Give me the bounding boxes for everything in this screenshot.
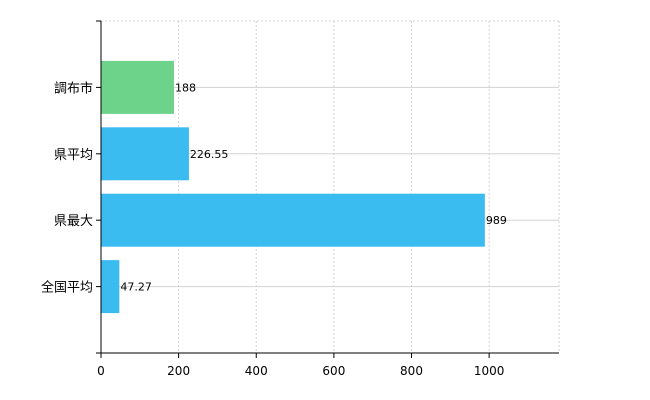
x-tick-label: 1000 (474, 364, 505, 378)
bar[interactable] (101, 127, 189, 181)
bar[interactable] (101, 193, 485, 247)
category-label: 県平均 (54, 148, 93, 163)
bar[interactable] (101, 260, 120, 314)
bar-value-label: 226.55 (190, 148, 229, 161)
x-tick-label: 200 (167, 364, 190, 378)
x-tick-label: 800 (400, 364, 423, 378)
axis-layer (96, 20, 559, 358)
category-label: 県最大 (54, 214, 93, 229)
bar-value-label: 188 (175, 81, 196, 94)
x-tick-label: 0 (97, 364, 105, 378)
bar[interactable] (101, 60, 174, 114)
bar-value-label: 989 (486, 214, 507, 227)
bar-layer (101, 60, 485, 314)
x-tick-label: 400 (245, 364, 268, 378)
category-label: 全国平均 (41, 280, 93, 296)
x-tick-label: 600 (322, 364, 345, 378)
category-label: 調布市 (54, 80, 93, 96)
label-layer: 188 調布市 226.55 県平均 989 県最大 47.27 全国平均 0 200 400 600… (41, 80, 507, 378)
bar-value-label: 47.27 (120, 281, 152, 294)
